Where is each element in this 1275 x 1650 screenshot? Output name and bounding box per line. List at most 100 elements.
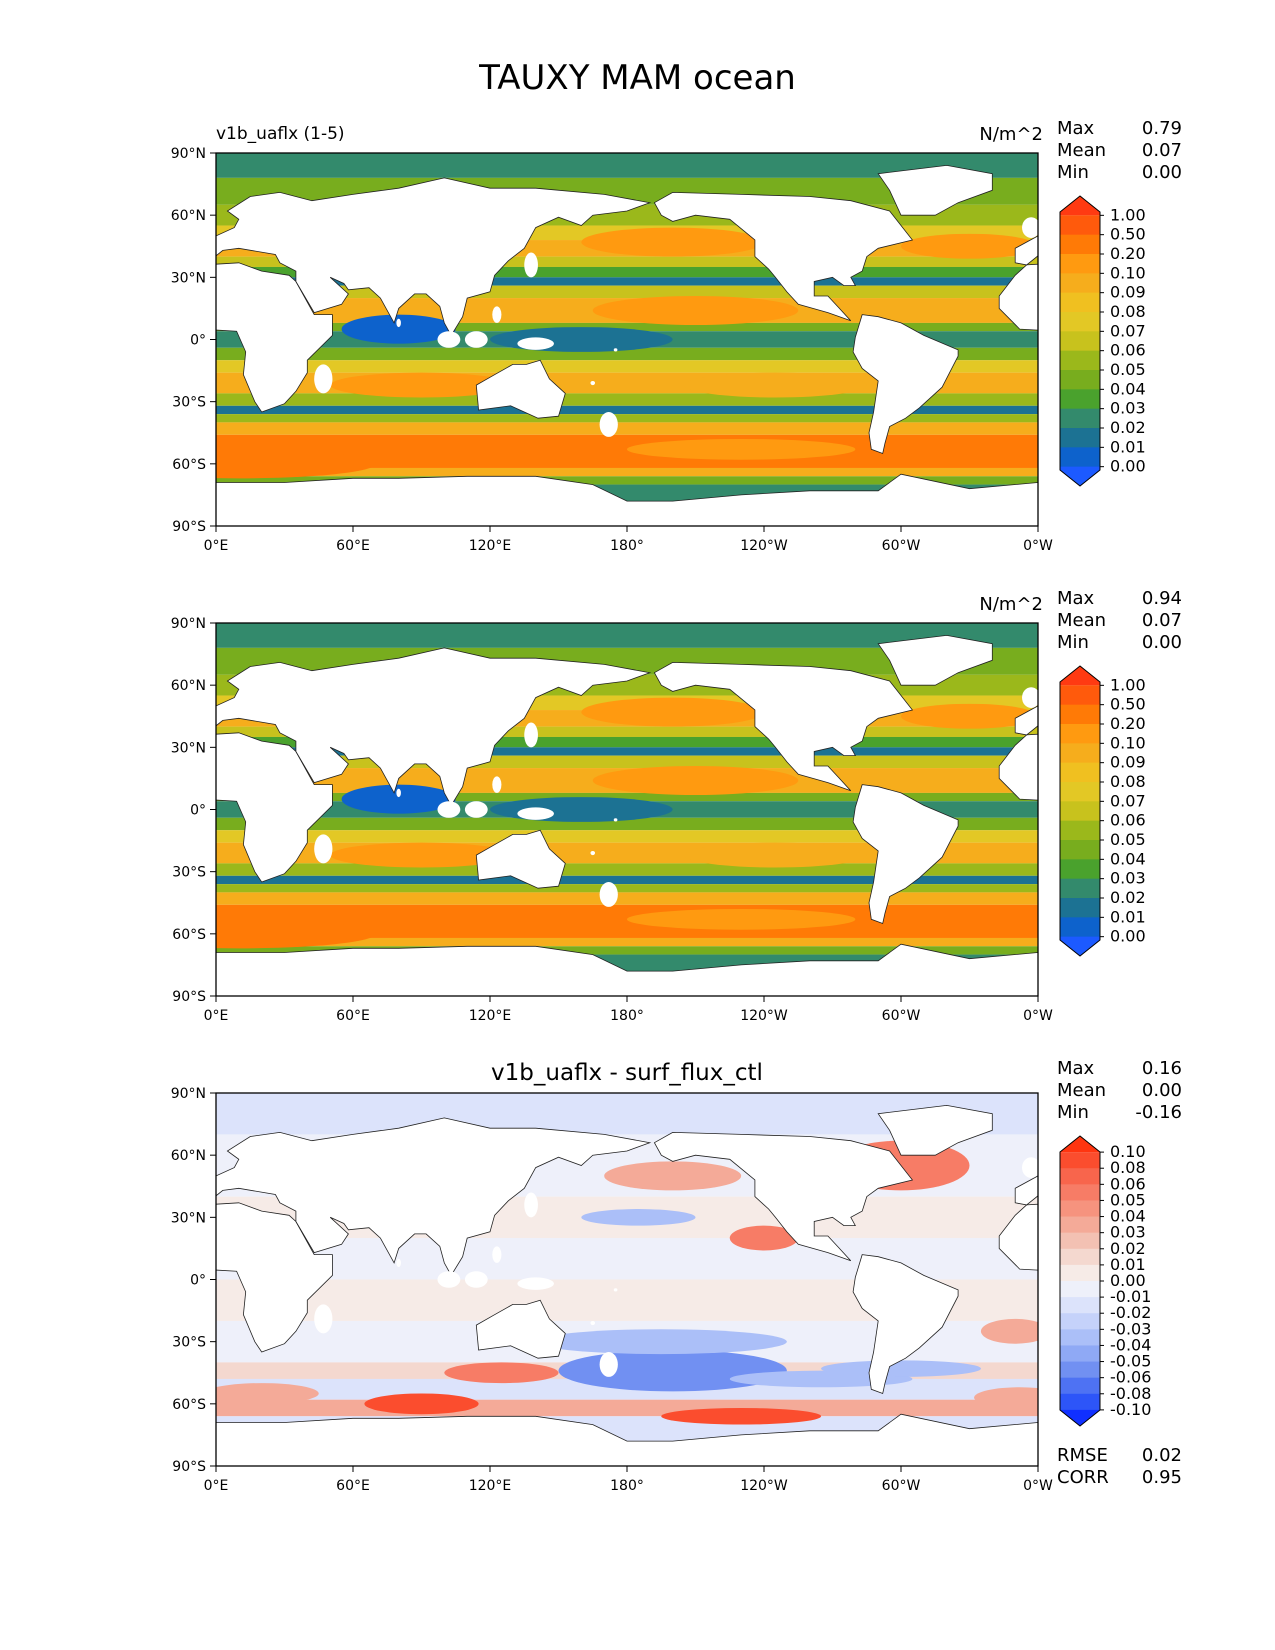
stat-min: Min 0.00 [1057, 162, 1182, 184]
field-blob [581, 1209, 696, 1226]
colorbar-outline [1059, 195, 1101, 487]
colorbar-swatch [1060, 292, 1100, 313]
africa-land [216, 732, 333, 883]
map-plot: 90°N 60°N 30°N 0° 30°S 60°S 90°S 0°E 60°E 120°E 18… [171, 616, 1146, 1024]
stat-value: 0.95 [1141, 1467, 1182, 1488]
africa-land [216, 1202, 333, 1353]
field-blob [489, 327, 673, 352]
field-blob [341, 314, 456, 344]
greenland-land [877, 634, 993, 686]
lon-tick-label: 0°W [1023, 1478, 1053, 1494]
field-blob [627, 908, 856, 930]
stat-label: Mean [1057, 140, 1107, 161]
colorbar-swatch [1060, 898, 1100, 918]
field-blob [661, 1407, 822, 1425]
field-band [216, 347, 1038, 361]
field-band [216, 726, 1038, 737]
eurasia-land-wrap [1014, 705, 1038, 736]
colorbar-swatch [1060, 389, 1100, 410]
stat-corr: CORR 0.95 [1057, 1467, 1182, 1489]
lat-tick-label: 60°S [172, 927, 206, 943]
field-blob [684, 842, 867, 868]
colorbar-label: 0.07 [1110, 791, 1146, 810]
field-band [216, 830, 1038, 843]
colorbar-label: 1.00 [1110, 675, 1146, 694]
lat-tick-label: 90°N [171, 146, 206, 162]
samerica-land [852, 784, 959, 925]
colorbar-swatch [1060, 350, 1100, 371]
lat-tick-label: 30°N [171, 740, 206, 756]
lat-tick-label: 30°S [172, 395, 206, 411]
island [599, 882, 618, 907]
lat-tick-label: 60°N [171, 208, 206, 224]
colorbar-label: 0.10 [1110, 733, 1146, 752]
field-blob [444, 1362, 559, 1384]
lat-tick-label: 90°N [171, 616, 206, 632]
colorbar-swatch [1060, 196, 1100, 216]
stat-min: Min -0.16 [1057, 1102, 1182, 1124]
colorbar-swatch [1060, 1248, 1100, 1266]
panel-units: N/m^2 [979, 124, 1043, 145]
colorbar-label: 0.03 [1110, 1223, 1146, 1242]
colorbar-swatch [1060, 743, 1100, 764]
colorbar-label: 0.06 [1110, 811, 1146, 830]
panel-2: N/m^2 Max 0.94 Mean 0.07 Min 0.00 90°N 60°N 3… [0, 580, 1275, 1050]
field-band [216, 875, 1038, 885]
colorbar-swatch [1060, 685, 1100, 706]
eurasia-land-wrap [1014, 235, 1038, 266]
stat-value: -0.16 [1135, 1102, 1182, 1123]
lat-tick-label: 0° [190, 333, 206, 349]
colorbar-swatch [1060, 1152, 1100, 1169]
island [613, 1288, 618, 1292]
stat-value: 0.07 [1141, 140, 1182, 161]
field-band [216, 277, 1038, 286]
colorbar-label: -0.04 [1110, 1335, 1151, 1354]
colorbar-swatch [1060, 370, 1100, 390]
field-blob [581, 697, 765, 727]
island [590, 380, 596, 386]
colorbar-label: 0.05 [1110, 1190, 1146, 1209]
colorbar-label: 0.06 [1110, 1174, 1146, 1193]
lat-tick-label: 30°S [172, 1335, 206, 1351]
stat-min: Min 0.00 [1057, 632, 1182, 654]
field-blob [489, 797, 673, 822]
colorbar-label: -0.01 [1110, 1287, 1151, 1306]
island [599, 1352, 618, 1377]
colorbar-swatch [1060, 408, 1100, 429]
colorbar-swatch [1060, 1329, 1100, 1346]
stat-label: Max [1057, 118, 1095, 139]
colorbar-swatch [1060, 1232, 1100, 1250]
field-blob [216, 449, 376, 479]
field-band [216, 360, 1038, 373]
colorbar-swatch [1060, 1313, 1100, 1330]
island [396, 788, 401, 798]
colorbar-label: -0.10 [1110, 1400, 1151, 1419]
island [517, 1277, 554, 1290]
island [613, 818, 618, 822]
colorbar-swatch [1060, 782, 1100, 802]
colorbar-swatch [1060, 1393, 1100, 1411]
lon-tick-label: 180° [610, 538, 644, 554]
colorbar-label: 0.08 [1110, 772, 1146, 791]
namerica-land [653, 661, 914, 792]
colorbar-label: 0.05 [1110, 830, 1146, 849]
africa-land [216, 262, 333, 413]
panel-3: v1b_uaflx - surf_flux_ctl Max 0.16 Mean 0.… [0, 1050, 1275, 1520]
lat-tick-label: 90°S [172, 519, 206, 535]
field-blob [592, 295, 799, 325]
map-plot: 90°N 60°N 30°N 0° 30°S 60°S 90°S 0°E 60°E 120°E 18… [171, 146, 1146, 554]
land-mask [216, 634, 1038, 996]
land-mask [216, 164, 1038, 526]
lon-tick-label: 0°E [204, 1478, 229, 1494]
colorbar-swatch [1060, 724, 1100, 744]
colorbar-label: 0.04 [1110, 379, 1146, 398]
field-blob [901, 703, 1038, 729]
colorbar-label: -0.03 [1110, 1319, 1151, 1338]
colorbar-swatch [1060, 1168, 1100, 1185]
field-band [216, 467, 1038, 477]
colorbar-label: 0.20 [1110, 244, 1146, 263]
colorbar-swatch [1060, 704, 1100, 725]
lon-tick-label: 60°E [336, 1008, 370, 1024]
field-band [216, 1399, 1038, 1417]
field-band [216, 736, 1038, 748]
